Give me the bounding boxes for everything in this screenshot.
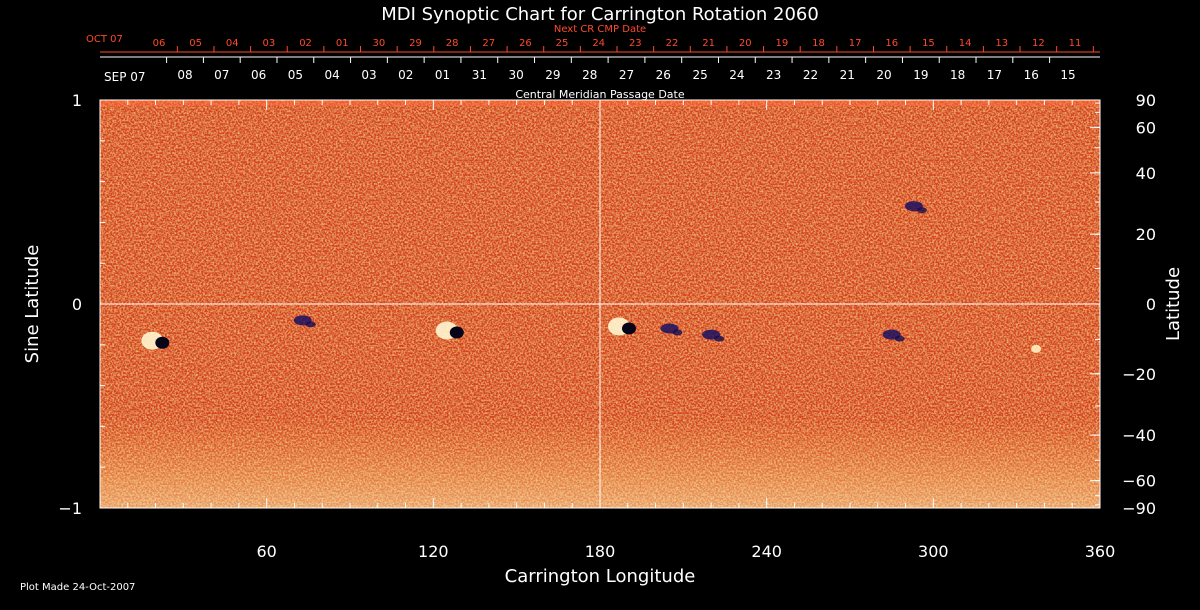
next-cmp-date-label: 22 xyxy=(666,38,679,49)
cmp-date-label: 28 xyxy=(582,68,597,82)
next-cmp-date-label: 06 xyxy=(153,38,166,49)
y-axis-label: Sine Latitude xyxy=(22,245,43,364)
next-cmp-date-label: 27 xyxy=(482,38,495,49)
active-regions xyxy=(141,201,1042,353)
active-region xyxy=(904,201,927,214)
next-cmp-date-label: 18 xyxy=(812,38,825,49)
cmp-date-label: 31 xyxy=(472,68,487,82)
cmp-date-label: 21 xyxy=(840,68,855,82)
x-axis-ticks: 60 120 180 240 300 360 xyxy=(127,100,1116,561)
next-cmp-date-label: 01 xyxy=(336,38,349,49)
lat-tick-label: 90 xyxy=(1136,91,1156,110)
cmp-axis-title: Central Meridian Passage Date xyxy=(515,88,684,101)
next-cmp-date-label: 05 xyxy=(189,38,202,49)
active-region xyxy=(660,323,683,336)
y-tick-label: 0 xyxy=(72,295,82,314)
cmp-date-label: 23 xyxy=(766,68,781,82)
lat-tick-label: −60 xyxy=(1122,472,1156,491)
x-tick-label: 60 xyxy=(256,542,276,561)
x-tick-label: 360 xyxy=(1085,542,1116,561)
cmp-first-label: SEP 07 xyxy=(104,70,146,84)
lat-tick-label: 20 xyxy=(1136,225,1156,244)
cmp-date-label: 20 xyxy=(876,68,891,82)
next-cmp-date-label: 28 xyxy=(446,38,459,49)
cmp-date-label: 15 xyxy=(1060,68,1075,82)
cmp-date-label: 05 xyxy=(288,68,303,82)
next-cmp-date-label: 29 xyxy=(409,38,422,49)
active-region xyxy=(141,331,170,350)
latitude-axis-ticks: 90 60 40 20 0 −20 −40 −60 −90 xyxy=(1090,91,1156,518)
cmp-date-label: 02 xyxy=(398,68,413,82)
y-tick-label: 1 xyxy=(72,91,82,110)
next-cmp-date-label: 11 xyxy=(1069,38,1082,49)
cmp-date-label: 30 xyxy=(508,68,523,82)
next-cmp-axis-title: Next CR CMP Date xyxy=(554,24,646,35)
cmp-date-label: 06 xyxy=(251,68,266,82)
next-cmp-date-label: 23 xyxy=(629,38,642,49)
cmp-date-label: 27 xyxy=(619,68,634,82)
y-axis-ticks: 1 0 −1 xyxy=(58,91,110,518)
next-cmp-date-label: 20 xyxy=(739,38,752,49)
lat-tick-label: −20 xyxy=(1122,365,1156,384)
lat-tick-label: −90 xyxy=(1122,499,1156,518)
active-region xyxy=(1031,344,1042,353)
next-cmp-date-label: 24 xyxy=(592,38,605,49)
cmp-ticks: 08 07 06 05 04 03 02 01 31 30 29 28 27 26 25 24 23 22 21 20… xyxy=(166,57,1076,82)
x-tick-label: 300 xyxy=(918,542,949,561)
cmp-date-label: 16 xyxy=(1024,68,1039,82)
next-cmp-date-label: 12 xyxy=(1032,38,1045,49)
x-axis-label: Carrington Longitude xyxy=(505,566,696,587)
cmp-date-label: 01 xyxy=(435,68,450,82)
next-cmp-date-label: 13 xyxy=(995,38,1008,49)
cmp-date-label: 18 xyxy=(950,68,965,82)
lat-tick-label: −40 xyxy=(1122,426,1156,445)
lat-tick-label: 40 xyxy=(1136,164,1156,183)
cmp-date-label: 03 xyxy=(361,68,376,82)
cmp-date-label: 25 xyxy=(692,68,707,82)
next-cmp-first-label: OCT 07 xyxy=(86,34,123,45)
next-cmp-date-label: 19 xyxy=(776,38,789,49)
active-region xyxy=(882,329,905,342)
next-cmp-date-label: 17 xyxy=(849,38,862,49)
next-cmp-date-label: 26 xyxy=(519,38,532,49)
next-cmp-date-label: 15 xyxy=(922,38,935,49)
cmp-date-label: 29 xyxy=(545,68,560,82)
next-cmp-date-label: 16 xyxy=(885,38,898,49)
next-cmp-date-label: 21 xyxy=(702,38,715,49)
next-cmp-ticks: 06 05 04 03 02 01 30 29 28 27 26 25 24 23 22 21 20 19 18 17… xyxy=(153,38,1094,52)
next-cmp-date-label: 02 xyxy=(299,38,312,49)
cmp-date-label: 07 xyxy=(214,68,229,82)
x-tick-label: 240 xyxy=(751,542,782,561)
cmp-date-label: 04 xyxy=(325,68,340,82)
x-tick-label: 120 xyxy=(418,542,449,561)
next-cmp-date-label: 14 xyxy=(959,38,972,49)
active-region xyxy=(608,317,636,336)
plot-made-note: Plot Made 24-Oct-2007 xyxy=(20,582,135,593)
chart-title: MDI Synoptic Chart for Carrington Rotati… xyxy=(381,4,819,25)
next-cmp-date-label: 03 xyxy=(263,38,276,49)
cmp-date-label: 26 xyxy=(656,68,671,82)
cmp-date-label: 22 xyxy=(803,68,818,82)
lat-tick-label: 60 xyxy=(1136,118,1156,137)
next-cmp-date-label: 04 xyxy=(226,38,239,49)
cmp-date-label: 24 xyxy=(729,68,744,82)
cmp-date-label: 19 xyxy=(913,68,928,82)
active-region xyxy=(293,315,316,328)
y-tick-label: −1 xyxy=(58,499,82,518)
next-cmp-date-label: 30 xyxy=(372,38,385,49)
cmp-date-label: 17 xyxy=(987,68,1002,82)
latitude-axis-label: Latitude xyxy=(1163,267,1184,341)
active-region xyxy=(435,321,464,340)
cmp-date-label: 08 xyxy=(177,68,192,82)
next-cmp-date-label: 25 xyxy=(556,38,569,49)
active-region xyxy=(702,329,725,342)
x-tick-label: 180 xyxy=(585,542,616,561)
lat-tick-label: 0 xyxy=(1146,295,1156,314)
